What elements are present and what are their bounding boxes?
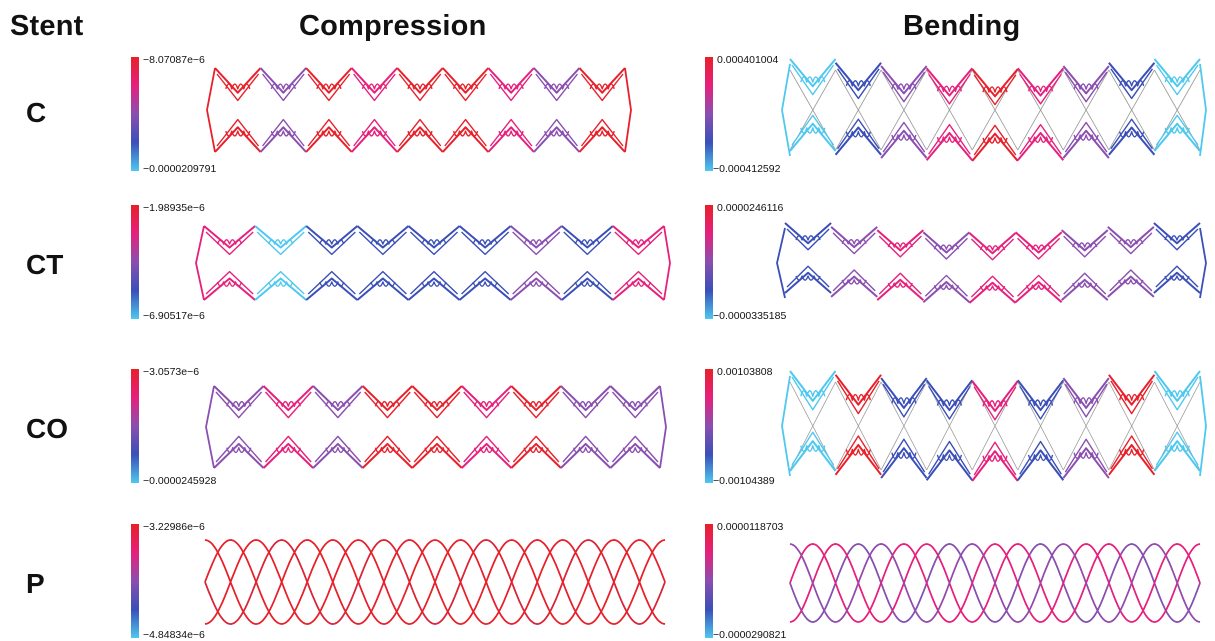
colorbar-p-compression — [131, 524, 139, 638]
colorbar-min-p-bending: −0.0000290821 — [713, 629, 787, 641]
colorbar-min-c-bending: −0.000412592 — [713, 163, 781, 175]
colorbar-co-bending — [705, 369, 713, 483]
colorbar-co-compression — [131, 369, 139, 483]
colorbar-min-ct-bending: −0.0000335185 — [713, 310, 787, 322]
column-header-bending: Bending — [903, 10, 1021, 42]
colorbar-max-p-compression: −3.22986e−6 — [143, 521, 205, 533]
stent-c-compression — [206, 67, 632, 153]
colorbar-max-co-bending: 0.00103808 — [717, 366, 773, 378]
colorbar-min-p-compression: −4.84834e−6 — [143, 629, 205, 641]
colorbar-min-c-compression: −0.0000209791 — [143, 163, 217, 175]
stent-ct-bending — [776, 222, 1207, 304]
colorbar-max-ct-compression: −1.98935e−6 — [143, 202, 205, 214]
colorbar-p-bending — [705, 524, 713, 638]
colorbar-max-c-compression: −8.07087e−6 — [143, 54, 205, 66]
colorbar-ct-bending — [705, 205, 713, 319]
colorbar-c-compression — [131, 57, 139, 171]
colorbar-c-bending — [705, 57, 713, 171]
row-label-co: CO — [26, 413, 68, 444]
colorbar-min-co-bending: −0.00104389 — [713, 475, 775, 487]
stent-p-compression — [204, 539, 666, 625]
colorbar-max-ct-bending: 0.0000246116 — [717, 202, 784, 214]
colorbar-max-c-bending: 0.000401004 — [717, 54, 779, 66]
column-header-compression: Compression — [299, 10, 487, 42]
row-label-p: P — [26, 568, 45, 599]
stent-p-bending — [789, 543, 1201, 623]
colorbar-min-ct-compression: −6.90517e−6 — [143, 310, 205, 322]
colorbar-max-p-bending: 0.0000118703 — [717, 521, 784, 533]
colorbar-max-co-compression: −3.0573e−6 — [143, 366, 200, 378]
colorbar-min-co-compression: −0.0000245928 — [143, 475, 217, 487]
row-label-ct: CT — [26, 249, 64, 280]
stent-co-compression — [205, 385, 667, 469]
row-label-c: C — [26, 97, 47, 128]
stent-c-bending — [781, 58, 1207, 162]
column-header-stent: Stent — [10, 10, 84, 42]
stent-ct-compression — [195, 225, 671, 301]
stent-co-bending — [781, 370, 1207, 482]
colorbar-ct-compression — [131, 205, 139, 319]
